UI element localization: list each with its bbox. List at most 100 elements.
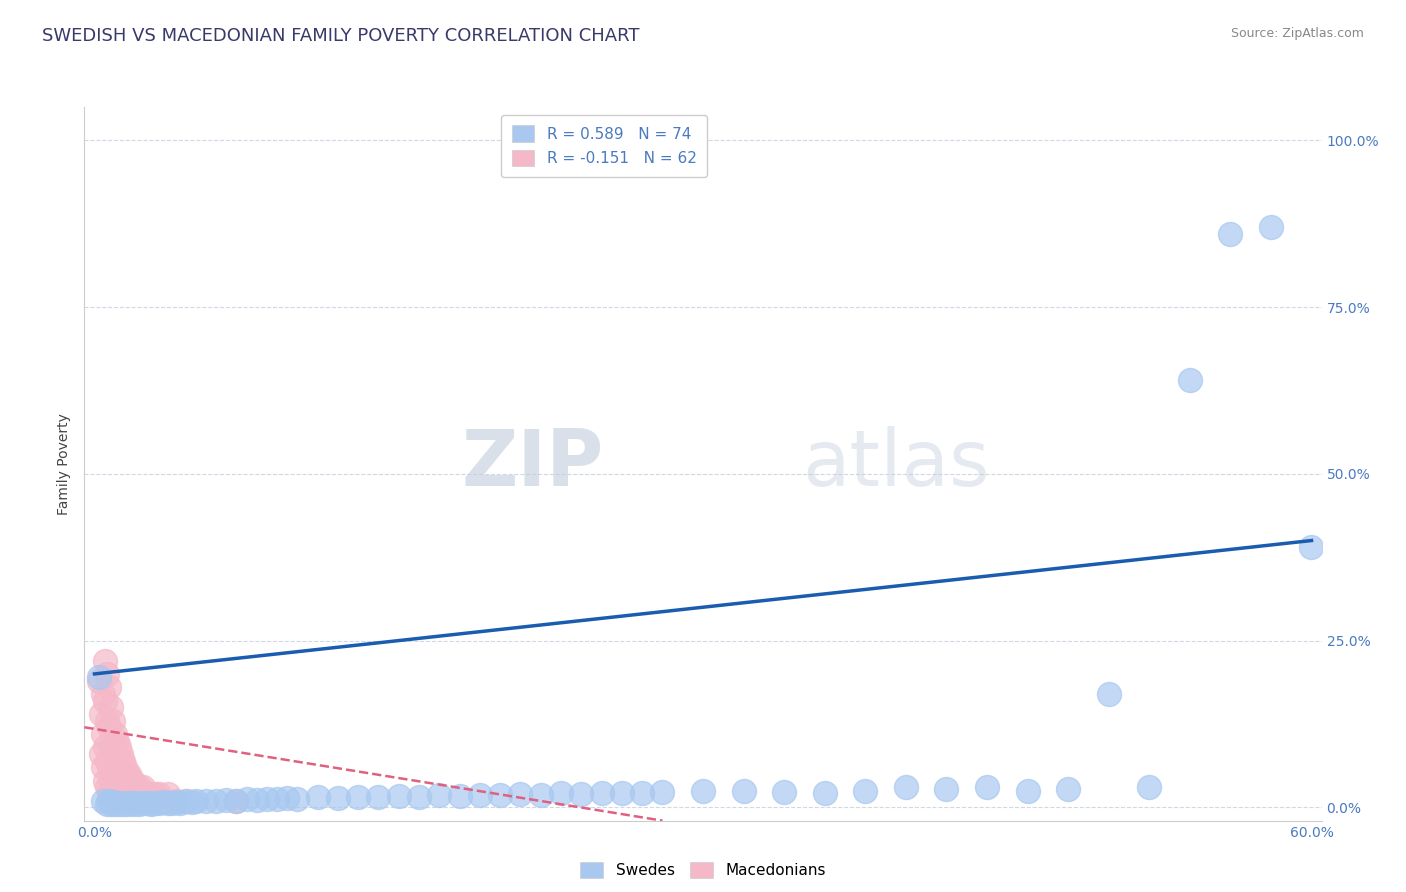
Point — [132, 794, 155, 808]
Text: atlas: atlas — [801, 425, 990, 502]
Point — [128, 794, 150, 808]
Point — [148, 797, 170, 811]
Point — [136, 787, 159, 801]
Point — [100, 794, 122, 808]
Point — [136, 797, 159, 811]
Point — [132, 780, 155, 795]
Point — [225, 794, 247, 808]
Point — [97, 760, 120, 774]
Point — [256, 791, 278, 805]
Point — [124, 780, 146, 795]
Point — [935, 781, 957, 796]
Point — [225, 794, 247, 808]
Point — [124, 794, 146, 808]
Point — [141, 794, 163, 808]
Point — [773, 785, 796, 799]
Point — [1137, 780, 1160, 795]
Point — [165, 794, 187, 808]
Point — [276, 791, 298, 805]
Point — [814, 786, 837, 800]
Point — [165, 795, 187, 809]
Point — [1219, 227, 1241, 241]
Point — [180, 795, 202, 809]
Point — [174, 794, 197, 808]
Point — [105, 797, 128, 811]
Point — [610, 786, 633, 800]
Point — [87, 670, 110, 684]
Point — [550, 786, 572, 800]
Point — [97, 720, 120, 734]
Point — [114, 797, 136, 811]
Point — [141, 787, 163, 801]
Point — [569, 787, 592, 801]
Point — [427, 789, 450, 803]
Point — [156, 787, 179, 801]
Point — [143, 787, 166, 801]
Point — [91, 687, 114, 701]
Point — [853, 784, 876, 798]
Point — [120, 794, 142, 808]
Point — [388, 789, 411, 803]
Point — [468, 788, 491, 802]
Text: ZIP: ZIP — [461, 425, 605, 502]
Legend: Swedes, Macedonians: Swedes, Macedonians — [575, 855, 831, 884]
Point — [530, 788, 553, 802]
Point — [1057, 781, 1080, 796]
Point — [184, 794, 207, 808]
Point — [651, 785, 673, 799]
Text: SWEDISH VS MACEDONIAN FAMILY POVERTY CORRELATION CHART: SWEDISH VS MACEDONIAN FAMILY POVERTY COR… — [42, 27, 640, 45]
Point — [1017, 783, 1039, 797]
Text: Source: ZipAtlas.com: Source: ZipAtlas.com — [1230, 27, 1364, 40]
Point — [307, 790, 329, 805]
Point — [631, 786, 654, 800]
Point — [326, 791, 349, 805]
Point — [489, 789, 512, 803]
Point — [235, 792, 257, 806]
Point — [100, 740, 122, 755]
Point — [110, 796, 132, 810]
Point — [110, 780, 132, 795]
Point — [115, 767, 138, 781]
Point — [246, 793, 269, 807]
Point — [108, 780, 131, 795]
Point — [266, 792, 288, 806]
Point — [122, 773, 145, 788]
Point — [449, 789, 471, 803]
Point — [104, 727, 127, 741]
Point — [894, 780, 917, 795]
Point — [101, 787, 124, 801]
Point — [110, 747, 132, 761]
Point — [104, 794, 127, 808]
Point — [160, 797, 183, 811]
Point — [148, 787, 170, 801]
Point — [115, 787, 138, 801]
Point — [205, 794, 228, 808]
Point — [174, 794, 197, 808]
Point — [91, 794, 114, 808]
Y-axis label: Family Poverty: Family Poverty — [58, 413, 72, 515]
Point — [367, 790, 389, 805]
Point — [91, 727, 114, 741]
Point — [111, 754, 134, 768]
Point — [152, 795, 174, 809]
Point — [111, 787, 134, 801]
Point — [195, 794, 218, 808]
Point — [90, 706, 112, 721]
Point — [96, 780, 118, 795]
Point — [97, 680, 120, 694]
Point — [143, 796, 166, 810]
Point — [115, 797, 138, 811]
Point — [96, 754, 118, 768]
Point — [87, 673, 110, 688]
Point — [692, 784, 714, 798]
Point — [108, 797, 131, 811]
Point — [128, 780, 150, 795]
Point — [100, 700, 122, 714]
Point — [93, 740, 115, 755]
Point — [114, 787, 136, 801]
Point — [104, 797, 127, 811]
Point — [118, 767, 141, 781]
Point — [114, 760, 136, 774]
Point — [1098, 687, 1121, 701]
Point — [132, 796, 155, 810]
